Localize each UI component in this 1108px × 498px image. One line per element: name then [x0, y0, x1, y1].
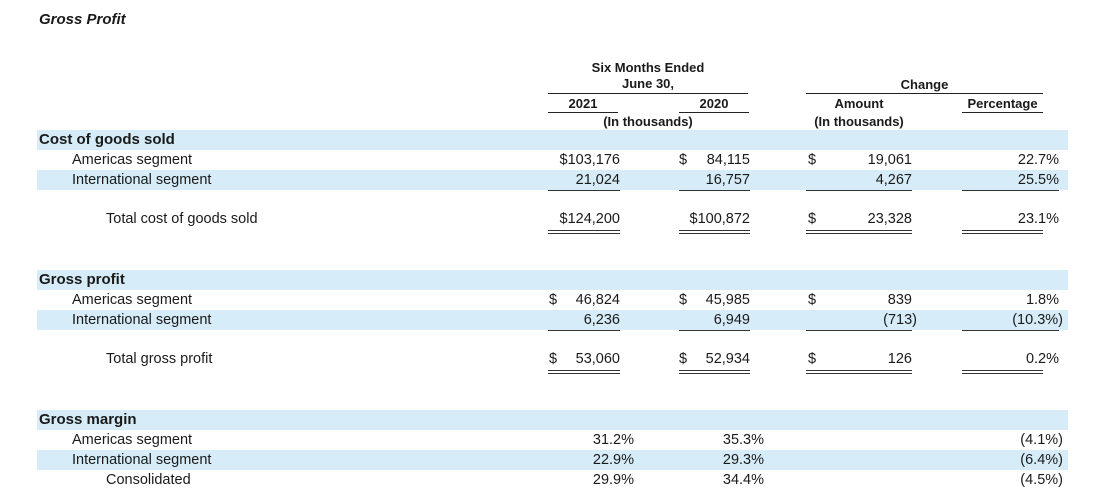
total-double-rule	[806, 230, 912, 234]
row-band	[37, 170, 1068, 190]
dollar-sign: $	[549, 351, 558, 367]
total-double-rule	[962, 230, 1043, 234]
section-band	[37, 130, 1068, 150]
value-2020: 45,985	[705, 292, 750, 308]
row-label-international: International segment	[72, 452, 212, 468]
row-label-international: International segment	[72, 312, 212, 328]
header-amount-sub: (In thousands)	[814, 114, 904, 129]
total-double-rule	[548, 230, 620, 234]
section-band	[37, 270, 1068, 290]
total-double-rule	[679, 230, 750, 234]
row-label-total: Total gross profit	[106, 351, 213, 367]
row-label-americas: Americas segment	[72, 152, 193, 168]
subtotal-rule	[962, 190, 1059, 191]
dollar-sign: $	[808, 351, 817, 367]
value-2020: 6,949	[713, 312, 750, 328]
value-change-percentage: 1.8%	[1025, 292, 1059, 308]
value-change-amount: 4,267	[875, 172, 912, 188]
value-2021: 46,824	[575, 292, 620, 308]
dollar-sign: $	[549, 292, 558, 308]
value-change-percentage: (6.4%)	[1020, 452, 1063, 468]
row-label-consolidated: Consolidated	[106, 472, 191, 488]
header-2021: 2021	[568, 96, 598, 111]
header-june-30: June 30,	[621, 76, 675, 91]
header-2020: 2020	[699, 96, 729, 111]
total-double-rule	[962, 370, 1043, 374]
header-amount: Amount	[834, 96, 884, 111]
page-title: Gross Profit	[39, 11, 126, 28]
header-six-months: Six Months Ended	[591, 60, 705, 75]
value-2020: 16,757	[705, 172, 750, 188]
value-change-amount: 126	[887, 351, 912, 367]
header-rule-2021	[548, 112, 618, 113]
value-change-percentage: (10.3%)	[1012, 312, 1063, 328]
value-2021: $124,200	[559, 211, 620, 227]
value-2020: $100,872	[689, 211, 750, 227]
subtotal-rule	[548, 330, 620, 331]
dollar-sign: $	[679, 351, 688, 367]
value-change-percentage: 22.7%	[1017, 152, 1059, 168]
total-double-rule	[806, 370, 912, 374]
row-label-total: Total cost of goods sold	[106, 211, 258, 227]
value-2021: 53,060	[575, 351, 620, 367]
dollar-sign: $	[808, 292, 817, 308]
header-rule-percentage	[962, 112, 1043, 113]
value-change-percentage: 25.5%	[1017, 172, 1059, 188]
row-label-americas: Americas segment	[72, 292, 193, 308]
value-2021: 21,024	[575, 172, 620, 188]
value-2021: 31.2%	[592, 432, 634, 448]
subtotal-rule	[962, 330, 1059, 331]
value-change-amount: 839	[887, 292, 912, 308]
value-2020: 35.3%	[722, 432, 764, 448]
subtotal-rule	[806, 330, 912, 331]
value-change-percentage: 23.1%	[1017, 211, 1059, 227]
total-double-rule	[548, 370, 620, 374]
section-heading-cogs: Cost of goods sold	[39, 131, 175, 148]
section-heading-gross-profit: Gross profit	[39, 271, 125, 288]
value-2021: 29.9%	[592, 472, 634, 488]
section-heading-gross-margin: Gross margin	[39, 411, 137, 428]
subtotal-rule	[548, 190, 620, 191]
value-change-amount: (713)	[883, 312, 917, 328]
header-percentage: Percentage	[967, 96, 1038, 111]
value-change-percentage: (4.1%)	[1020, 432, 1063, 448]
row-band	[37, 450, 1068, 470]
header-rule-2020	[679, 112, 749, 113]
value-change-amount: 23,328	[867, 211, 912, 227]
row-label-americas: Americas segment	[72, 432, 193, 448]
dollar-sign: $	[808, 211, 817, 227]
value-2020: 34.4%	[722, 472, 764, 488]
row-band	[37, 310, 1068, 330]
value-2021: 22.9%	[592, 452, 634, 468]
value-2021: $103,176	[559, 152, 620, 168]
header-in-thousands: (In thousands)	[603, 114, 693, 129]
total-double-rule	[679, 370, 750, 374]
value-change-percentage: 0.2%	[1025, 351, 1059, 367]
row-label-international: International segment	[72, 172, 212, 188]
section-band	[37, 410, 1068, 430]
dollar-sign: $	[679, 152, 688, 168]
value-change-percentage: (4.5%)	[1020, 472, 1063, 488]
header-rule-change	[806, 93, 1043, 94]
header-rule-period	[548, 93, 748, 94]
value-2020: 29.3%	[722, 452, 764, 468]
value-2020: 52,934	[705, 351, 750, 367]
subtotal-rule	[679, 190, 750, 191]
dollar-sign: $	[808, 152, 817, 168]
dollar-sign: $	[679, 292, 688, 308]
header-change: Change	[900, 77, 949, 92]
value-2021: 6,236	[583, 312, 620, 328]
value-2020: 84,115	[706, 152, 750, 168]
value-change-amount: 19,061	[867, 152, 912, 168]
subtotal-rule	[679, 330, 750, 331]
subtotal-rule	[806, 190, 912, 191]
